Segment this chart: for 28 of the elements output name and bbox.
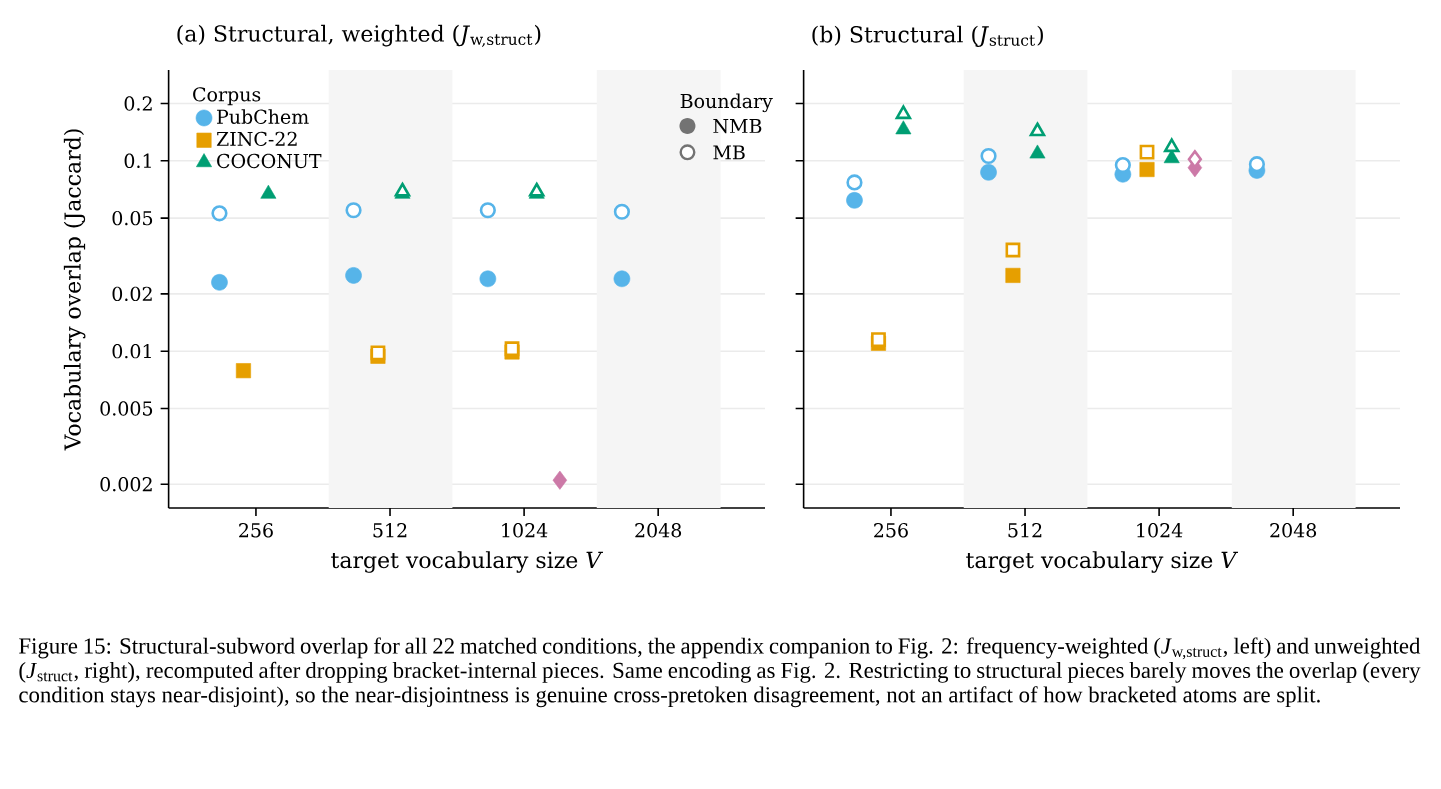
annotation: MB bbox=[713, 145, 745, 160]
legend-label: ZINC-22 bbox=[216, 131, 297, 147]
x-axis-title: target vocabulary size V bbox=[966, 551, 1239, 573]
legend-label: PubChem bbox=[217, 109, 309, 124]
y-axis-title: Vocabulary overlap (Jaccard) bbox=[63, 129, 86, 451]
y-tick-label: 0.02 bbox=[112, 286, 152, 302]
x-axis-title: target vocabulary size V bbox=[331, 551, 604, 573]
x-tick-label: 2048 bbox=[1270, 523, 1317, 538]
chart-title: (a) Structural, weighted (J$_{w,struct}$) bbox=[177, 24, 541, 47]
text: Figure 15: Structural-subword overlap for all 22 matched conditions, the appendix companion to Fig. 2: frequency-weighted (J$_{w,struct}$, left) and unweighted (J$_{struct}$, right), recomputed after dropping bracket-internal pieces. Same encoding as Fig. 2. Restricting to structural pieces barely moves the overlap (every condition stays near-disjoint), so the near-disjointness is genuine cross-pretoken disagreement, not an artifact of how bracketed atoms are split. bbox=[19, 637, 1421, 708]
annotation: NMB bbox=[713, 118, 762, 134]
x-tick-label: 1024 bbox=[1137, 523, 1183, 538]
y-tick-label: 0.005 bbox=[100, 401, 153, 416]
chart-title: (b) Structural (J$_{struct}$) bbox=[812, 25, 1043, 47]
x-tick-label: 512 bbox=[373, 523, 407, 538]
y-tick-label: 0.05 bbox=[112, 210, 153, 226]
y-tick-label: 0.002 bbox=[100, 477, 152, 492]
y-tick-label: 0.2 bbox=[124, 96, 152, 111]
y-tick-label: 0.1 bbox=[124, 153, 151, 169]
legend-label: COCONUT bbox=[217, 153, 322, 169]
legend-title: Corpus bbox=[193, 87, 261, 106]
y-tick-label: 0.01 bbox=[112, 343, 151, 359]
x-tick-label: 2048 bbox=[635, 523, 682, 538]
x-tick-label: 256 bbox=[874, 523, 908, 538]
annotation: Boundary bbox=[680, 93, 773, 113]
x-tick-label: 1024 bbox=[502, 523, 548, 538]
x-tick-label: 512 bbox=[1008, 523, 1042, 538]
x-tick-label: 256 bbox=[239, 523, 273, 538]
